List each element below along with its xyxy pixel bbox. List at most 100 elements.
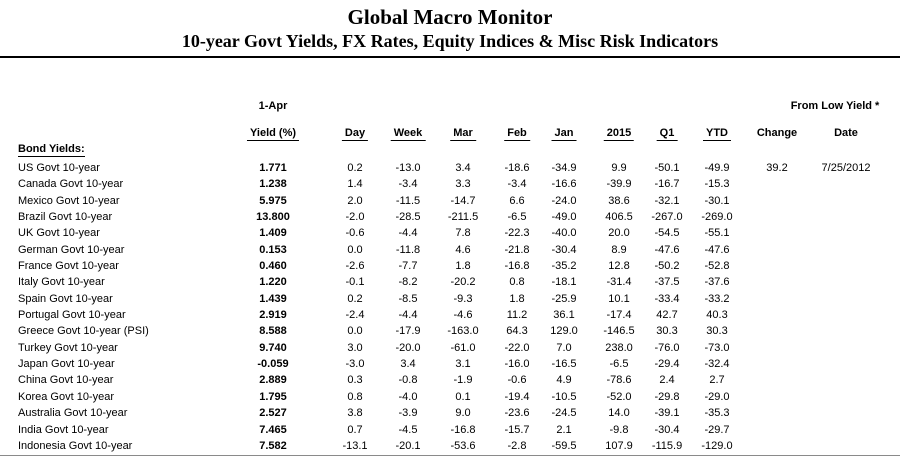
row-label: Italy Govt 10-year [18, 276, 105, 289]
cell-yield: 13.800 [256, 211, 290, 224]
bottom-divider [0, 455, 900, 456]
row-label: Turkey Govt 10-year [18, 341, 118, 354]
cell-jan: -10.5 [551, 390, 577, 403]
row-label: Japan Govt 10-year [18, 358, 115, 371]
row-label: Indonesia Govt 10-year [18, 439, 133, 452]
cell-jan: -49.0 [551, 211, 577, 224]
cell-week: -4.0 [398, 390, 418, 403]
cell-feb: 6.6 [509, 194, 525, 207]
cell-q1: 42.7 [656, 309, 678, 322]
row-label: Portugal Govt 10-year [18, 309, 126, 322]
cell-mar: 3.3 [455, 178, 471, 191]
cell-2015: -39.9 [606, 178, 632, 191]
cell-2015: -6.5 [609, 358, 629, 371]
cell-mar: -61.0 [450, 341, 476, 354]
cell-mar: -20.2 [450, 276, 476, 289]
cell-jan: -18.1 [551, 276, 577, 289]
cell-jan: -35.2 [551, 260, 577, 273]
cell-yield: 7.582 [259, 439, 287, 452]
cell-jan: -59.5 [551, 439, 577, 452]
cell-mar: 3.1 [455, 358, 471, 371]
cell-q1: -29.4 [654, 358, 680, 371]
cell-jan: -24.5 [551, 407, 577, 420]
cell-feb: -16.8 [504, 260, 530, 273]
cell-ytd: -29.7 [704, 423, 730, 436]
col-header-feb: Feb [504, 127, 530, 141]
cell-q1: -32.1 [654, 194, 680, 207]
cell-feb: 64.3 [506, 325, 528, 338]
cell-2015: 14.0 [608, 407, 630, 420]
cell-q1: -30.4 [654, 423, 680, 436]
cell-day: 1.4 [347, 178, 363, 191]
cell-ytd: 2.7 [709, 374, 725, 387]
cell-q1: -16.7 [654, 178, 680, 191]
row-label: Australia Govt 10-year [18, 407, 128, 420]
cell-mar: -163.0 [447, 325, 479, 338]
cell-ytd: -47.6 [704, 243, 730, 256]
page-subtitle: 10-year Govt Yields, FX Rates, Equity In… [181, 31, 719, 51]
from-low-yield-header: From Low Yield * [790, 100, 880, 112]
cell-yield: 1.238 [259, 178, 287, 191]
cell-mar: -4.6 [453, 309, 473, 322]
cell-feb: -22.3 [504, 227, 530, 240]
cell-ytd: -33.2 [704, 292, 730, 305]
row-label: China Govt 10-year [18, 374, 114, 387]
cell-day: 3.0 [347, 341, 363, 354]
cell-2015: -146.5 [603, 325, 635, 338]
cell-jan: 7.0 [556, 341, 572, 354]
cell-day: 0.0 [347, 243, 363, 256]
cell-jan: -34.9 [551, 162, 577, 174]
cell-week: -7.7 [398, 260, 418, 273]
cell-jan: -25.9 [551, 292, 577, 305]
cell-ytd: -73.0 [704, 341, 730, 354]
cell-jan: -16.6 [551, 178, 577, 191]
cell-jan: -16.5 [551, 358, 577, 371]
table-row: Japan Govt 10-year -0.059 -3.0 3.4 3.1 -… [0, 356, 900, 372]
cell-week: -13.0 [395, 162, 421, 174]
cell-week: -4.4 [398, 227, 418, 240]
col-header-date: Date [834, 127, 858, 139]
cell-yield: 1.220 [259, 276, 287, 289]
cell-ytd: -55.1 [704, 227, 730, 240]
row-label: Mexico Govt 10-year [18, 194, 120, 207]
cell-yield: 0.153 [259, 243, 287, 256]
cell-feb: -22.0 [504, 341, 530, 354]
cell-yield: 1.439 [259, 292, 287, 305]
col-header-2015: 2015 [603, 127, 635, 141]
cell-2015: 38.6 [608, 194, 630, 207]
table-row: China Govt 10-year 2.889 0.3 -0.8 -1.9 -… [0, 372, 900, 388]
cell-jan: 2.1 [556, 423, 572, 436]
table-row: Canada Govt 10-year 1.238 1.4 -3.4 3.3 -… [0, 176, 900, 192]
cell-feb: -19.4 [504, 390, 530, 403]
cell-feb: -6.5 [507, 211, 527, 224]
table-row: Italy Govt 10-year 1.220 -0.1 -8.2 -20.2… [0, 274, 900, 290]
cell-ytd: 40.3 [706, 309, 728, 322]
cell-yield: 0.460 [259, 260, 287, 273]
cell-week: 3.4 [400, 358, 416, 371]
cell-week: -8.2 [398, 276, 418, 289]
cell-week: -4.5 [398, 423, 418, 436]
row-label: France Govt 10-year [18, 260, 119, 273]
cell-yield: 1.795 [259, 390, 287, 403]
col-header-week: Week [390, 127, 426, 141]
cell-ytd: -129.0 [701, 439, 733, 452]
cell-q1: -50.2 [654, 260, 680, 273]
cell-mar: 3.4 [455, 162, 471, 174]
row-label: Brazil Govt 10-year [18, 211, 113, 224]
cell-q1: -29.8 [654, 390, 680, 403]
cell-2015: 8.9 [611, 243, 627, 256]
cell-jan: 129.0 [550, 325, 578, 338]
cell-day: -0.1 [345, 276, 365, 289]
cell-q1: 30.3 [656, 325, 678, 338]
cell-q1: -37.5 [654, 276, 680, 289]
cell-week: -4.4 [398, 309, 418, 322]
cell-day: 2.0 [347, 194, 363, 207]
cell-q1: -54.5 [654, 227, 680, 240]
cell-week: -0.8 [398, 374, 418, 387]
cell-day: 0.2 [347, 162, 363, 174]
cell-day: -0.6 [345, 227, 365, 240]
cell-mar: 7.8 [455, 227, 471, 240]
cell-week: -17.9 [395, 325, 421, 338]
cell-feb: 0.8 [509, 276, 525, 289]
cell-mar: 0.1 [455, 390, 471, 403]
